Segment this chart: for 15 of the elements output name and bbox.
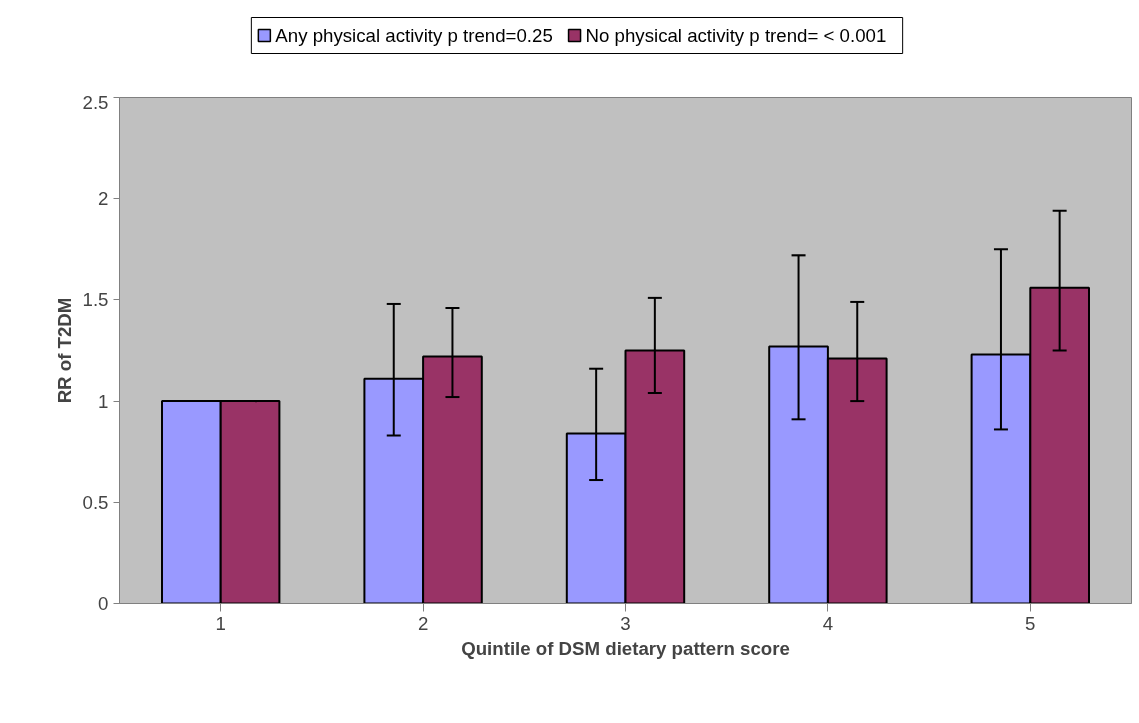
legend-label: Any physical activity p trend=0.25 <box>275 25 553 46</box>
y-tick-label: 2.5 <box>82 91 109 113</box>
x-tick-label: 2 <box>417 612 429 634</box>
y-tick-label: 1 <box>98 390 109 412</box>
legend-label: No physical activity p trend= < 0.001 <box>585 25 887 46</box>
x-tick-label: 4 <box>822 612 834 634</box>
x-axis-title: Quintile of DSM dietary pattern score <box>461 637 790 659</box>
x-tick-label: 5 <box>1025 612 1036 634</box>
y-tick-label: 0 <box>98 593 109 614</box>
x-tick-label: 3 <box>620 612 631 634</box>
y-axis-title: RR of T2DM <box>53 297 75 404</box>
y-tick-label: 0.5 <box>82 491 109 513</box>
y-tick-label: 1.5 <box>82 289 109 311</box>
x-tick-label: 1 <box>215 612 226 634</box>
y-tick-label: 2 <box>98 188 109 210</box>
